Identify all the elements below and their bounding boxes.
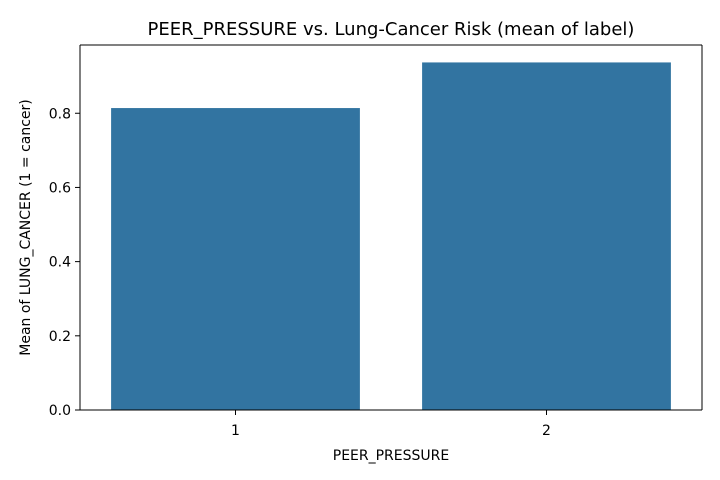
bar-1 — [111, 108, 360, 410]
x-tick-label-2: 2 — [542, 423, 551, 439]
axes-frame — [79, 44, 703, 411]
bars-group — [111, 62, 671, 410]
y-tick-label-2: 0.4 — [49, 255, 71, 271]
x-tick-label-1: 1 — [231, 423, 240, 439]
bar-2 — [422, 62, 671, 410]
y-axis-ticks: 0.0 0.2 0.4 0.6 0.8 — [49, 106, 80, 419]
y-tick-label-0: 0.0 — [49, 403, 71, 419]
chart-title: PEER_PRESSURE vs. Lung-Cancer Risk (mean… — [148, 19, 635, 40]
x-axis-label: PEER_PRESSURE — [333, 448, 449, 464]
y-tick-label-1: 0.2 — [49, 329, 71, 345]
y-tick-label-4: 0.8 — [49, 106, 71, 122]
y-tick-label-3: 0.6 — [49, 180, 71, 196]
y-axis-label: Mean of LUNG_CANCER (1 = cancer) — [18, 99, 34, 356]
